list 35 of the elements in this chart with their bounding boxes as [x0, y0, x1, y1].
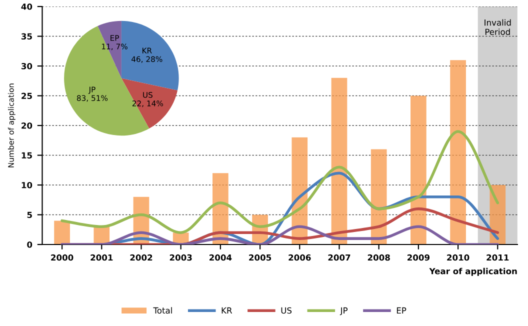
x-axis-title: Year of application — [429, 268, 517, 276]
bar — [54, 220, 70, 244]
y-tick-label: 25 — [22, 92, 32, 100]
x-tick-label: 2001 — [90, 254, 113, 261]
legend-label: US — [281, 307, 292, 314]
x-tick-label: 2007 — [328, 254, 350, 261]
legend-label: KR — [222, 307, 232, 314]
y-tick-label: 20 — [22, 122, 32, 129]
x-tick-label: 2005 — [249, 254, 272, 261]
x-tick-label: 2010 — [447, 254, 470, 261]
legend-label: Total — [153, 307, 172, 314]
y-tick-label: 5 — [27, 212, 32, 218]
x-tick-label: 2004 — [210, 254, 232, 261]
bar — [331, 78, 348, 244]
x-tick-label: 2003 — [170, 254, 192, 261]
legend-label: JP — [340, 307, 348, 316]
x-tick-label: 2008 — [368, 254, 390, 261]
bar — [450, 60, 466, 244]
legend-label: EP — [396, 307, 406, 314]
bar — [410, 96, 426, 244]
y-tick-label: 10 — [22, 182, 32, 188]
x-tick-label: 2009 — [408, 254, 430, 261]
y-tick-label: 40 — [21, 4, 32, 10]
line-series — [60, 225, 500, 244]
x-tick-label: 2000 — [51, 254, 74, 261]
band-label: Invalid Period — [484, 19, 511, 36]
y-tick-label: 35 — [21, 33, 32, 40]
y-tick-label: 30 — [21, 62, 32, 70]
pie-slice — [121, 78, 178, 128]
x-tick-label: 2011 — [486, 254, 509, 261]
x-tick-label: 2006 — [288, 254, 311, 261]
x-tick-label: 2002 — [130, 254, 152, 261]
y-tick-label: 15 — [22, 152, 32, 159]
line-series — [60, 130, 500, 234]
y-tick-label: 0 — [27, 241, 32, 248]
